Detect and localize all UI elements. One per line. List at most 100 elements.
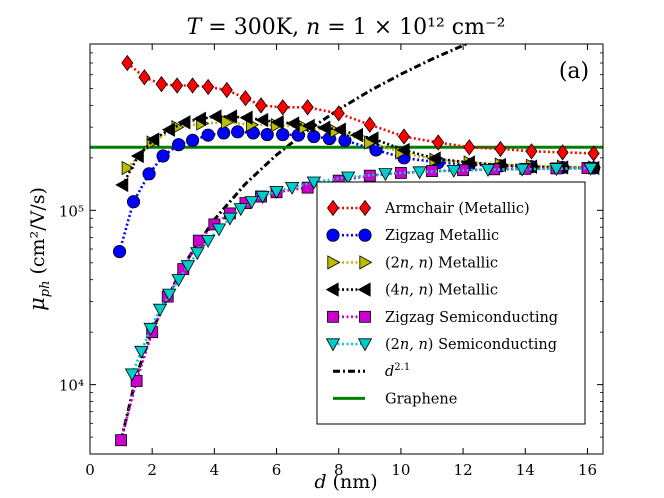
legend-item-zigzag-metallic: Zigzag Metallic xyxy=(326,228,499,244)
legend-item-2n-n-semiconducting: (2n, n) Semiconducting xyxy=(325,337,557,353)
data-point xyxy=(432,134,445,151)
data-point xyxy=(255,97,267,114)
data-point xyxy=(115,177,129,193)
data-point xyxy=(255,112,269,128)
data-point xyxy=(587,145,600,162)
x-tick-label: 14 xyxy=(516,461,535,479)
x-axis-label: d (nm) xyxy=(314,471,377,493)
series-zigzag-metallic xyxy=(112,125,601,259)
x-tick-label: 6 xyxy=(272,461,282,479)
legend-item-2n-n-metallic: (2n, n) Metallic xyxy=(327,255,498,271)
legend-marker xyxy=(327,310,339,323)
legend-label: Armchair (Metallic) xyxy=(384,201,530,217)
data-point xyxy=(494,140,507,158)
data-point xyxy=(301,118,315,134)
data-point xyxy=(220,81,233,99)
data-point xyxy=(217,126,231,140)
legend-item-armchair-metallic: Armchair (Metallic) xyxy=(327,199,530,217)
data-point xyxy=(396,142,410,158)
data-point xyxy=(301,99,314,116)
data-point xyxy=(233,203,248,217)
data-point xyxy=(180,260,196,274)
data-point xyxy=(126,195,141,209)
legend-marker xyxy=(325,338,341,352)
data-point xyxy=(211,223,227,237)
data-point xyxy=(124,368,140,382)
legend-marker xyxy=(326,228,340,242)
data-point xyxy=(152,303,168,317)
chart-title: T = 300K, n = 1 × 10¹² cm⁻² xyxy=(187,15,506,40)
data-point xyxy=(446,164,461,178)
data-point xyxy=(317,120,331,135)
legend-marker xyxy=(327,255,341,270)
legend-label: (2n, n) Metallic xyxy=(385,255,498,271)
data-point xyxy=(332,105,345,122)
data-point xyxy=(208,109,222,124)
data-point xyxy=(170,77,184,94)
data-point xyxy=(172,138,186,152)
data-point xyxy=(260,128,274,142)
data-point xyxy=(332,122,346,137)
data-point xyxy=(138,69,151,86)
data-point xyxy=(143,322,158,336)
data-point xyxy=(412,166,427,180)
series-line xyxy=(121,115,594,186)
data-point xyxy=(270,115,284,130)
data-point xyxy=(231,125,245,139)
legend-item-graphene: Graphene xyxy=(333,391,457,407)
legend-box xyxy=(316,181,586,425)
legend-label: Zigzag Semiconducting xyxy=(385,310,558,326)
legend-label: Zigzag Metallic xyxy=(385,228,499,244)
legend-item-d-2-1: d2.1 xyxy=(333,362,410,380)
data-point xyxy=(239,90,252,107)
data-point xyxy=(363,116,376,133)
data-point xyxy=(549,163,564,177)
data-point xyxy=(186,133,200,147)
data-point xyxy=(134,345,149,359)
data-point xyxy=(156,149,170,163)
x-tick-label: 8 xyxy=(334,461,344,479)
data-point xyxy=(115,434,128,447)
legend-marker xyxy=(357,338,373,352)
x-tick-label: 0 xyxy=(85,461,95,479)
data-point xyxy=(244,196,259,210)
data-point xyxy=(284,181,300,195)
data-point xyxy=(556,144,569,161)
legend-marker xyxy=(325,282,339,297)
data-point xyxy=(190,247,205,261)
data-point xyxy=(121,160,135,176)
data-point xyxy=(162,288,177,302)
data-point xyxy=(463,139,476,156)
y-axis-label: μph (cm²/V/s) xyxy=(25,187,53,311)
data-point xyxy=(193,111,207,126)
data-point xyxy=(142,167,156,181)
plot-frame xyxy=(89,43,604,455)
data-point xyxy=(200,234,216,248)
data-point xyxy=(286,116,300,131)
legend-marker xyxy=(359,310,371,323)
legend-item-4n-n-metallic: (4n, n) Metallic xyxy=(325,282,498,299)
legend-marker xyxy=(359,255,373,270)
data-point xyxy=(224,109,238,124)
legend-label: d2.1 xyxy=(385,362,410,380)
data-point xyxy=(269,185,284,199)
series-armchair-metallic xyxy=(121,54,600,162)
legend-marker xyxy=(359,199,371,217)
y-tick-label: 10⁴ xyxy=(59,377,84,395)
x-tick-label: 16 xyxy=(578,461,597,479)
x-tick-label: 10 xyxy=(391,461,410,479)
data-point xyxy=(161,122,175,137)
data-point xyxy=(221,115,235,130)
data-point xyxy=(171,274,186,288)
series-line xyxy=(126,120,594,169)
data-point xyxy=(340,171,356,185)
legend-marker xyxy=(358,228,372,242)
data-point xyxy=(112,244,127,259)
y-tick-label: 10⁵ xyxy=(59,202,84,220)
data-point xyxy=(155,75,168,93)
data-point xyxy=(350,127,364,143)
axis-ticks: 0 2 4 6 8 10 12 14 16 10⁴ 10⁵ xyxy=(59,43,603,479)
data-point xyxy=(255,190,270,204)
data-point xyxy=(130,148,144,164)
